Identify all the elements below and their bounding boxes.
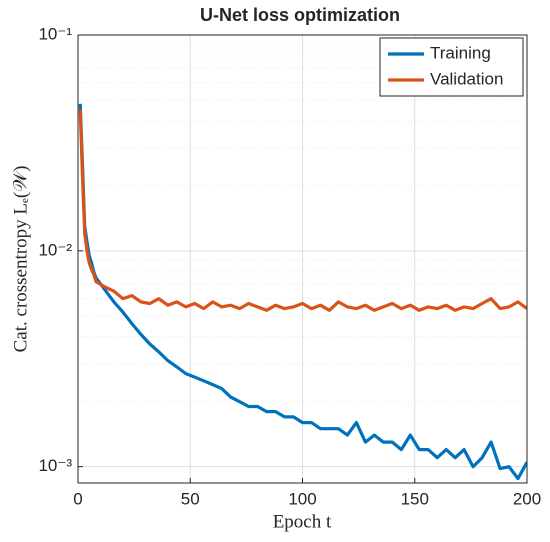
legend-box	[379, 37, 524, 97]
x-tick-label: 200	[513, 489, 541, 508]
legend-label: Validation	[430, 69, 503, 88]
series-line	[78, 103, 527, 481]
x-tick-label: 100	[288, 489, 316, 508]
x-tick-label: 0	[73, 489, 82, 508]
axes-box	[77, 34, 528, 484]
x-axis-label: Epoch t	[273, 511, 332, 532]
y-tick-label: 10⁻¹	[38, 24, 72, 43]
x-tick-label: 150	[401, 489, 429, 508]
legend-label: Training	[430, 43, 491, 62]
chart-title: U-Net loss optimization	[200, 5, 400, 25]
series-line	[78, 109, 527, 312]
x-tick-label: 50	[181, 489, 200, 508]
y-tick-label: 10⁻³	[38, 456, 72, 475]
y-tick-label: 10⁻²	[38, 240, 72, 259]
y-axis-label: Cat. crossentropy Lₑ(𝒲)	[10, 166, 31, 353]
